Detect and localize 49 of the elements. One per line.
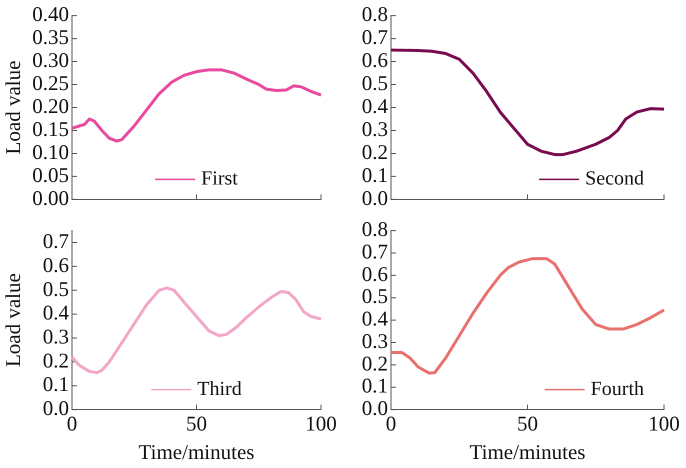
- legend-label: Second: [585, 168, 644, 190]
- x-axis-title: Time/minutes: [470, 440, 586, 464]
- legend-label: Third: [197, 378, 242, 400]
- y-tick-label: 0.3: [362, 328, 388, 353]
- x-tick-label: 100: [648, 412, 680, 436]
- x-tick-label: 100: [305, 412, 337, 436]
- y-tick-label: 0.5: [362, 71, 388, 96]
- x-tick-label: 0: [386, 412, 396, 436]
- y-tick-label: 0.2: [362, 140, 388, 164]
- y-tick-label: 0.0: [362, 396, 388, 420]
- y-tick-label: 0.7: [42, 229, 69, 254]
- y-tick-label: 0.0: [42, 396, 69, 420]
- legend-label: First: [201, 168, 238, 190]
- y-tick-label: 0.7: [362, 25, 388, 50]
- x-tick-label: 50: [186, 412, 207, 436]
- y-tick-label: 0.5: [42, 276, 69, 301]
- y-tick-label: 0.25: [32, 71, 69, 96]
- x-tick-label: 0: [66, 412, 78, 436]
- y-tick-label: 0.6: [362, 48, 388, 72]
- y-tick-label: 0.35: [32, 25, 69, 50]
- y-tick-label: 0.1: [362, 374, 388, 398]
- x-tick-label: 50: [517, 412, 538, 436]
- y-tick-label: 0.00: [32, 186, 69, 210]
- y-tick-label: 0.3: [362, 116, 388, 141]
- y-tick-label: 0.15: [32, 116, 69, 141]
- y-tick-label: 0.6: [42, 252, 69, 277]
- y-tick-label: 0.1: [42, 372, 69, 396]
- y-axis-title: Load value: [1, 273, 26, 368]
- y-tick-label: 0.10: [32, 140, 69, 164]
- y-tick-label: 0.1: [362, 162, 388, 187]
- y-tick-label: 0.2: [362, 351, 388, 376]
- y-tick-label: 0.0: [362, 186, 388, 210]
- y-tick-label: 0.6: [362, 262, 388, 286]
- y-tick-label: 0.4: [42, 300, 70, 325]
- y-tick-label: 0.05: [32, 162, 69, 187]
- y-tick-label: 0.7: [362, 239, 388, 264]
- y-tick-label: 0.8: [362, 217, 388, 242]
- y-tick-label: 0.20: [32, 94, 69, 118]
- y-tick-label: 0.40: [32, 2, 69, 26]
- y-tick-label: 0.8: [362, 2, 388, 26]
- y-tick-label: 0.3: [42, 324, 69, 349]
- y-tick-label: 0.5: [362, 284, 388, 308]
- y-tick-label: 0.4: [362, 94, 388, 118]
- x-axis-title: Time/minutes: [138, 440, 254, 464]
- y-tick-label: 0.4: [362, 306, 388, 331]
- y-axis-title: Load value: [1, 60, 26, 154]
- y-tick-label: 0.30: [32, 48, 69, 72]
- y-tick-label: 0.2: [42, 348, 69, 372]
- legend-label: Fourth: [590, 378, 644, 400]
